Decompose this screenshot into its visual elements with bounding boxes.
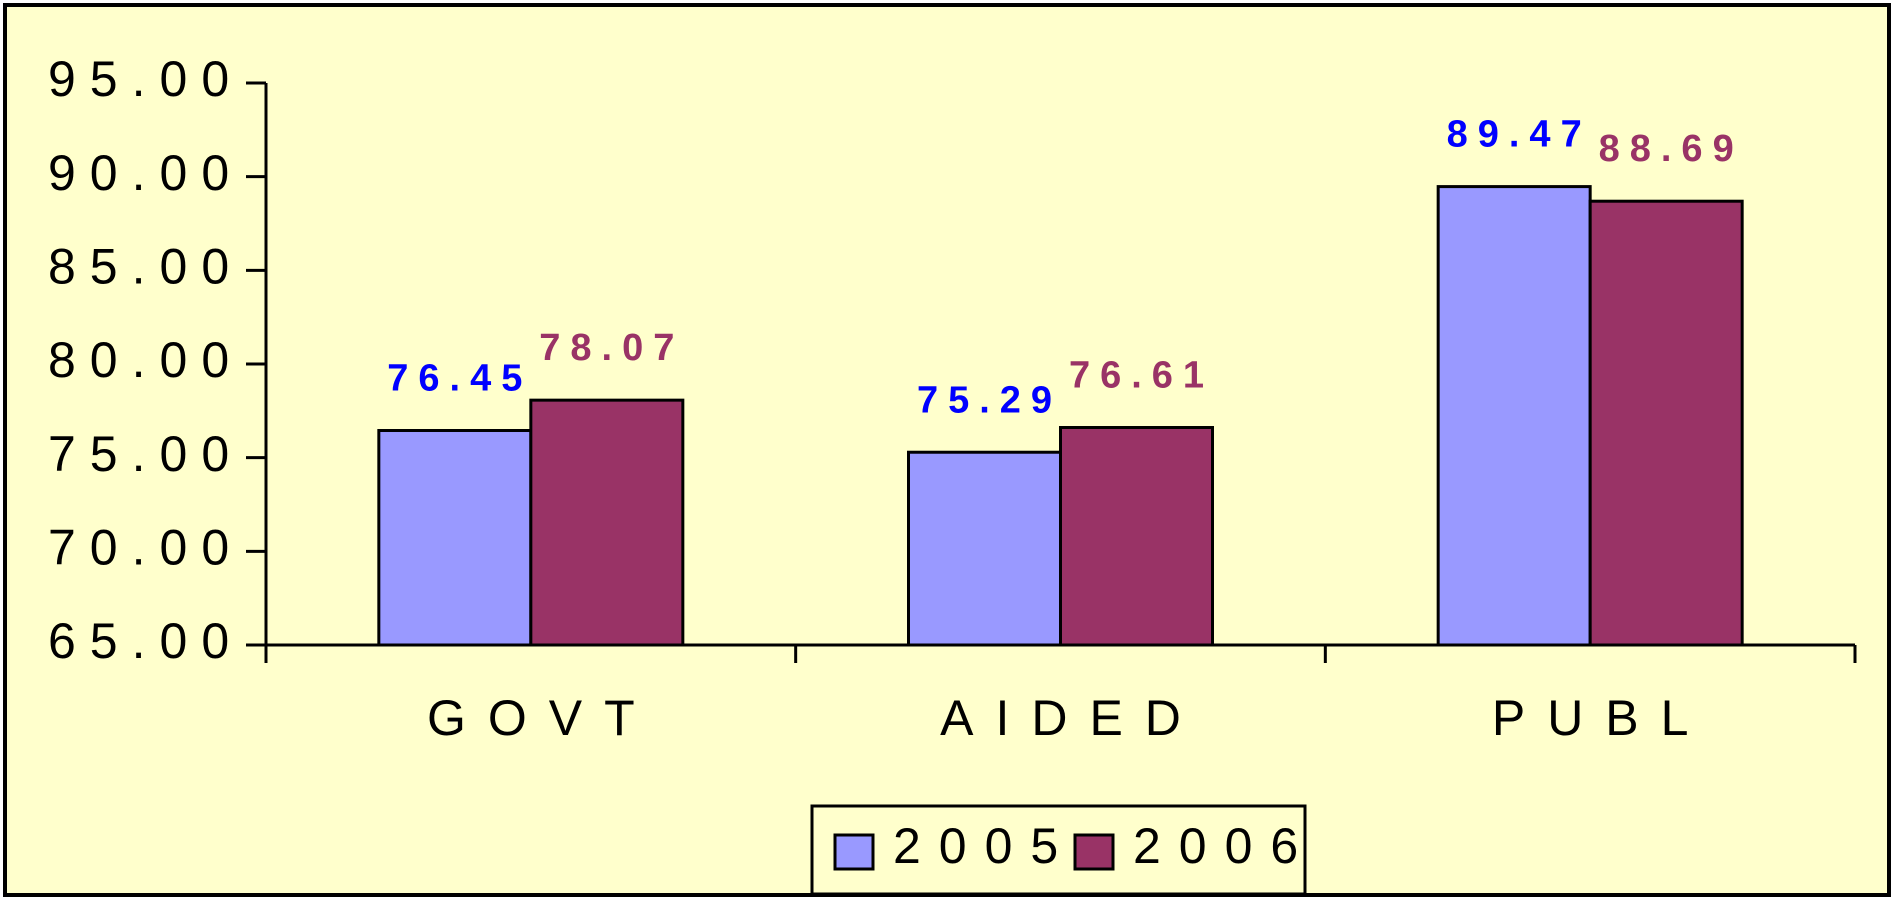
y-tick-label: 80.00 [48,332,243,388]
value-label: 76.61 [1069,355,1214,397]
y-tick-label: 70.00 [48,520,243,576]
y-tick-label: 65.00 [48,613,243,669]
y-tick-label: 85.00 [48,239,243,295]
bar [1436,185,1592,647]
legend-swatch [833,833,875,871]
value-label: 75.29 [917,379,1062,421]
legend-label: 2006 [1133,818,1316,874]
value-label: 89.47 [1447,114,1592,156]
legend-swatch [1073,833,1115,871]
y-tick-label: 75.00 [48,426,243,482]
value-label: 76.45 [387,358,532,400]
y-tick-label: 95.00 [48,51,243,107]
legend-box [810,804,1307,896]
bar [529,398,685,647]
bar [1588,199,1744,647]
x-tick-label: AIDED [940,690,1203,746]
legend-label: 2005 [893,818,1076,874]
x-tick-label: GOVT [427,690,657,746]
value-label: 88.69 [1599,128,1744,170]
y-tick-label: 90.00 [48,145,243,201]
x-tick-label: PUBL [1492,690,1711,746]
bar [1059,426,1214,647]
value-label: 78.07 [539,327,684,369]
bar [907,450,1062,647]
bar [377,429,533,647]
